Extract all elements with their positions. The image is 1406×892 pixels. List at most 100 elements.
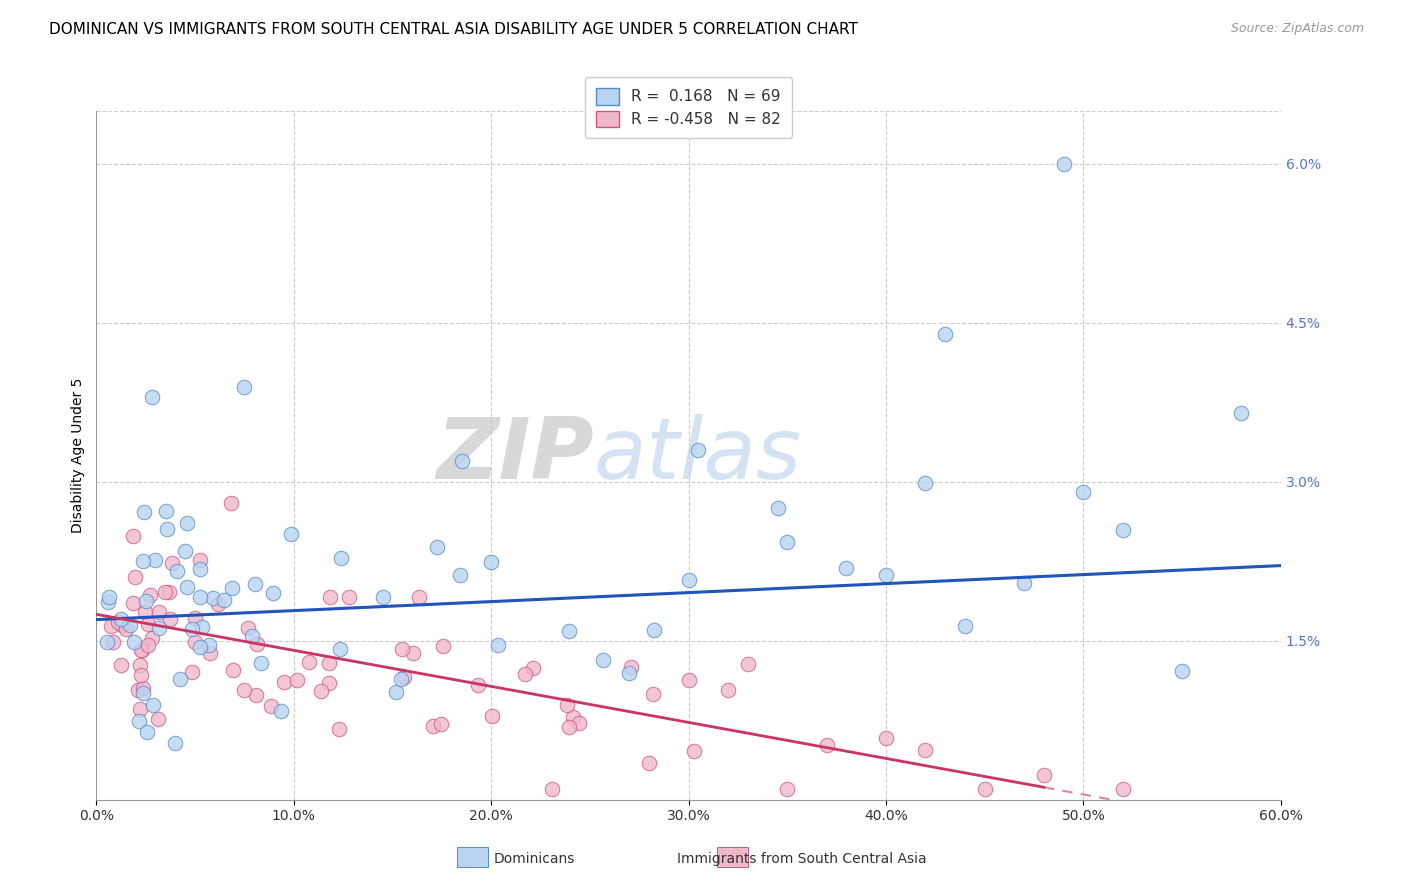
Point	[141, 631, 163, 645]
Point	[129, 667, 152, 681]
Point	[319, 590, 342, 604]
Point	[115, 622, 138, 636]
Point	[467, 678, 489, 692]
Point	[212, 592, 235, 607]
Point	[107, 615, 129, 630]
Point	[1012, 575, 1035, 590]
Point	[330, 550, 353, 565]
Point	[180, 665, 202, 679]
Point	[402, 646, 425, 660]
Point	[222, 663, 245, 677]
Point	[148, 605, 170, 619]
Point	[835, 561, 858, 575]
Point	[522, 661, 544, 675]
Point	[318, 656, 340, 670]
Point	[128, 714, 150, 728]
Point	[329, 642, 352, 657]
Point	[683, 744, 706, 758]
Point	[1071, 485, 1094, 500]
Legend: R =  0.168   N = 69, R = -0.458   N = 82: R = 0.168 N = 69, R = -0.458 N = 82	[585, 78, 792, 138]
Point	[481, 708, 503, 723]
Point	[181, 622, 204, 636]
Text: Dominicans: Dominicans	[494, 852, 575, 866]
Bar	[717, 847, 748, 867]
Point	[259, 698, 281, 713]
Point	[156, 522, 179, 536]
Point	[815, 738, 838, 752]
Point	[129, 657, 152, 672]
Point	[159, 612, 181, 626]
Point	[124, 570, 146, 584]
Point	[298, 655, 321, 669]
Point	[309, 683, 332, 698]
Point	[166, 564, 188, 578]
Point	[619, 665, 641, 680]
Point	[219, 496, 242, 510]
Point	[143, 553, 166, 567]
Point	[131, 642, 153, 657]
Point	[285, 673, 308, 687]
Point	[337, 591, 360, 605]
Point	[678, 573, 700, 587]
Point	[270, 704, 292, 718]
Point	[432, 639, 454, 653]
Point	[1171, 664, 1194, 678]
Point	[486, 638, 509, 652]
Point	[221, 581, 243, 595]
Point	[129, 642, 152, 657]
Point	[766, 501, 789, 516]
Point	[371, 590, 394, 604]
Point	[110, 657, 132, 672]
Text: ZIP: ZIP	[436, 414, 593, 497]
Point	[245, 576, 267, 591]
Point	[207, 597, 229, 611]
Point	[1230, 406, 1253, 420]
Point	[385, 685, 408, 699]
Point	[201, 591, 224, 605]
Point	[146, 712, 169, 726]
Point	[408, 591, 430, 605]
Point	[132, 686, 155, 700]
Point	[176, 516, 198, 531]
Point	[176, 580, 198, 594]
Point	[934, 326, 956, 341]
Point	[450, 453, 472, 467]
Point	[134, 606, 156, 620]
Point	[132, 554, 155, 568]
Point	[190, 640, 212, 654]
Point	[245, 688, 267, 702]
Point	[914, 476, 936, 491]
Point	[776, 782, 799, 797]
Point	[776, 535, 799, 549]
Point	[163, 736, 186, 750]
Point	[97, 595, 120, 609]
Point	[318, 675, 340, 690]
Point	[101, 634, 124, 648]
Point	[111, 618, 134, 632]
Point	[135, 594, 157, 608]
Point	[973, 782, 995, 797]
Point	[717, 683, 740, 698]
Point	[422, 719, 444, 733]
Point	[136, 638, 159, 652]
Point	[184, 634, 207, 648]
Point	[232, 682, 254, 697]
Point	[122, 635, 145, 649]
Point	[169, 672, 191, 686]
Point	[280, 526, 302, 541]
Point	[430, 716, 453, 731]
Bar	[457, 847, 488, 867]
Point	[875, 731, 897, 745]
Point	[643, 687, 665, 701]
Point	[1032, 768, 1054, 782]
Point	[238, 621, 260, 635]
Point	[198, 638, 221, 652]
Point	[592, 653, 614, 667]
Point	[138, 588, 160, 602]
Point	[568, 715, 591, 730]
Point	[262, 585, 284, 599]
Text: atlas: atlas	[593, 414, 801, 497]
Point	[638, 756, 661, 770]
Point	[188, 590, 211, 604]
Point	[122, 529, 145, 543]
